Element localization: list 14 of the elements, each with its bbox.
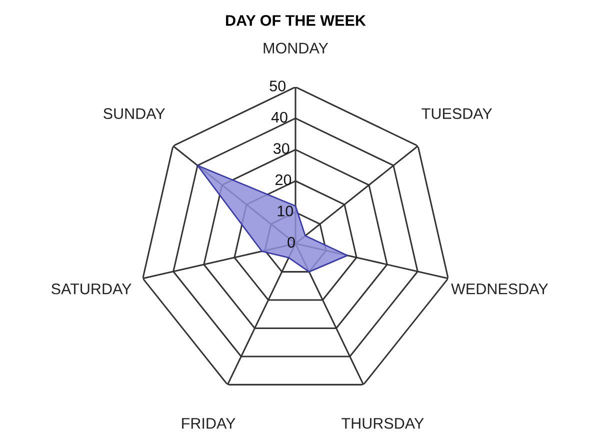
y-tick-label: 0 [288, 236, 295, 248]
spoke-label: SUNDAY [104, 108, 166, 119]
y-tick-label: 30 [273, 143, 290, 154]
y-tick-label: 20 [276, 174, 292, 186]
chart-title: DAY OF THE WEEK [226, 15, 366, 26]
y-tick-label: 40 [271, 112, 288, 123]
spoke-label: TUESDAY [422, 108, 492, 119]
y-tick-label: 10 [278, 206, 294, 216]
spoke-label: FRIDAY [182, 418, 236, 429]
spoke-label: WEDNESDAY [451, 283, 548, 294]
spoke-label: THURSDAY [342, 418, 424, 429]
spoke-label: MONDAY [264, 42, 328, 54]
spoke-label: SATURDAY [52, 283, 132, 294]
y-tick-label: 50 [270, 80, 286, 92]
